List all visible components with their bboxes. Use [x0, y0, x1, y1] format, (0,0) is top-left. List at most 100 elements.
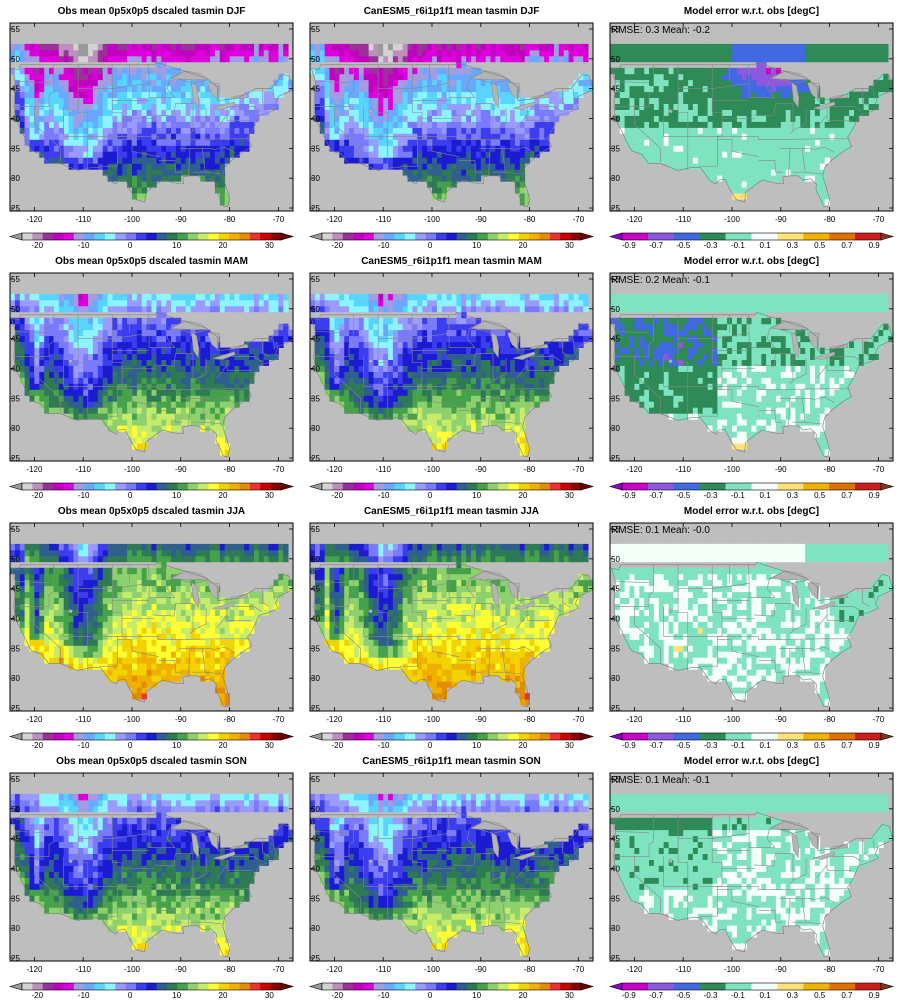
grid-cell — [746, 55, 752, 63]
grid-cell — [166, 139, 172, 146]
grid-cell — [161, 85, 167, 93]
grid-cell — [53, 91, 60, 98]
grid-cell — [175, 79, 182, 87]
grid-cell — [310, 49, 316, 57]
grid-cell — [688, 127, 694, 134]
grid-cell — [810, 139, 816, 146]
grid-cell — [529, 377, 535, 384]
grid-cell — [397, 49, 404, 57]
grid-cell — [732, 187, 738, 194]
grid-cell — [805, 163, 811, 170]
grid-cell — [39, 305, 45, 313]
grid-cell — [78, 317, 84, 325]
grid-cell — [688, 121, 694, 128]
state-boundary — [778, 78, 809, 84]
colorbar-swatch — [529, 233, 540, 240]
grid-cell — [519, 181, 526, 188]
grid-cell — [63, 151, 69, 158]
grid-cell — [707, 97, 713, 104]
grid-cell — [795, 151, 801, 158]
grid-cell — [339, 121, 345, 128]
grid-cell — [214, 305, 221, 313]
grid-cell — [397, 389, 404, 396]
grid-cell — [10, 43, 16, 51]
grid-cell — [673, 73, 679, 81]
grid-cell — [422, 169, 428, 176]
grid-cell — [524, 443, 530, 450]
grid-cell — [205, 163, 211, 170]
grid-cell — [732, 139, 738, 146]
grid-cell — [175, 91, 182, 98]
grid-cell — [200, 43, 206, 51]
grid-cell — [505, 401, 511, 408]
grid-cell — [766, 103, 772, 110]
grid-cell — [97, 151, 104, 158]
grid-cell — [785, 157, 791, 164]
grid-cell — [407, 67, 413, 75]
grid-cell — [29, 347, 35, 354]
grid-cell — [210, 97, 216, 104]
grid-cell — [741, 121, 747, 128]
grid-cell — [683, 139, 689, 146]
grid-cell — [210, 407, 216, 414]
grid-cell — [112, 299, 118, 307]
grid-cell — [254, 55, 260, 63]
grid-cell — [402, 91, 408, 98]
grid-cell — [161, 91, 167, 98]
grid-cell — [436, 139, 443, 146]
grid-cell — [88, 389, 94, 396]
grid-cell — [495, 377, 501, 384]
grid-cell — [741, 145, 747, 152]
grid-cell — [402, 365, 408, 372]
grid-cell — [619, 121, 626, 128]
grid-cell — [83, 323, 89, 331]
grid-cell — [88, 145, 94, 152]
grid-cell — [678, 121, 684, 128]
grid-cell — [44, 407, 50, 414]
grid-cell — [107, 407, 113, 414]
grid-cell — [873, 55, 879, 63]
grid-cell — [210, 359, 216, 366]
grid-cell — [873, 85, 879, 93]
grid-cell — [97, 97, 104, 104]
grid-cell — [766, 55, 772, 63]
grid-cell — [461, 73, 467, 81]
grid-cell — [83, 103, 89, 110]
grid-cell — [407, 145, 413, 152]
grid-cell — [653, 151, 660, 158]
colorbar-swatch — [829, 233, 856, 240]
grid-cell — [58, 85, 65, 93]
grid-cell — [44, 389, 50, 396]
grid-cell — [849, 91, 855, 98]
grid-cell — [432, 413, 438, 420]
grid-cell — [844, 139, 850, 146]
grid-cell — [490, 389, 496, 396]
grid-cell — [834, 133, 840, 140]
grid-cell — [663, 151, 669, 158]
grid-cell — [200, 347, 206, 354]
grid-cell — [407, 371, 413, 378]
grid-cell — [466, 133, 472, 140]
grid-cell — [736, 121, 743, 128]
grid-cell — [583, 43, 589, 51]
grid-cell — [234, 365, 240, 372]
grid-cell — [785, 79, 791, 87]
grid-cell — [722, 151, 728, 158]
grid-cell — [839, 43, 845, 51]
grid-cell — [461, 371, 467, 378]
grid-cell — [156, 43, 162, 51]
grid-cell — [363, 115, 369, 122]
grid-cell — [205, 401, 211, 408]
grid-cell — [268, 293, 274, 301]
grid-cell — [92, 401, 99, 408]
grid-cell — [219, 163, 226, 170]
grid-cell — [210, 121, 216, 128]
grid-cell — [761, 145, 767, 152]
grid-cell — [712, 67, 718, 75]
grid-cell — [175, 151, 182, 158]
grid-cell — [112, 317, 118, 325]
grid-cell — [549, 91, 555, 98]
grid-cell — [771, 91, 777, 98]
grid-cell — [349, 103, 355, 110]
grid-cell — [68, 353, 74, 360]
